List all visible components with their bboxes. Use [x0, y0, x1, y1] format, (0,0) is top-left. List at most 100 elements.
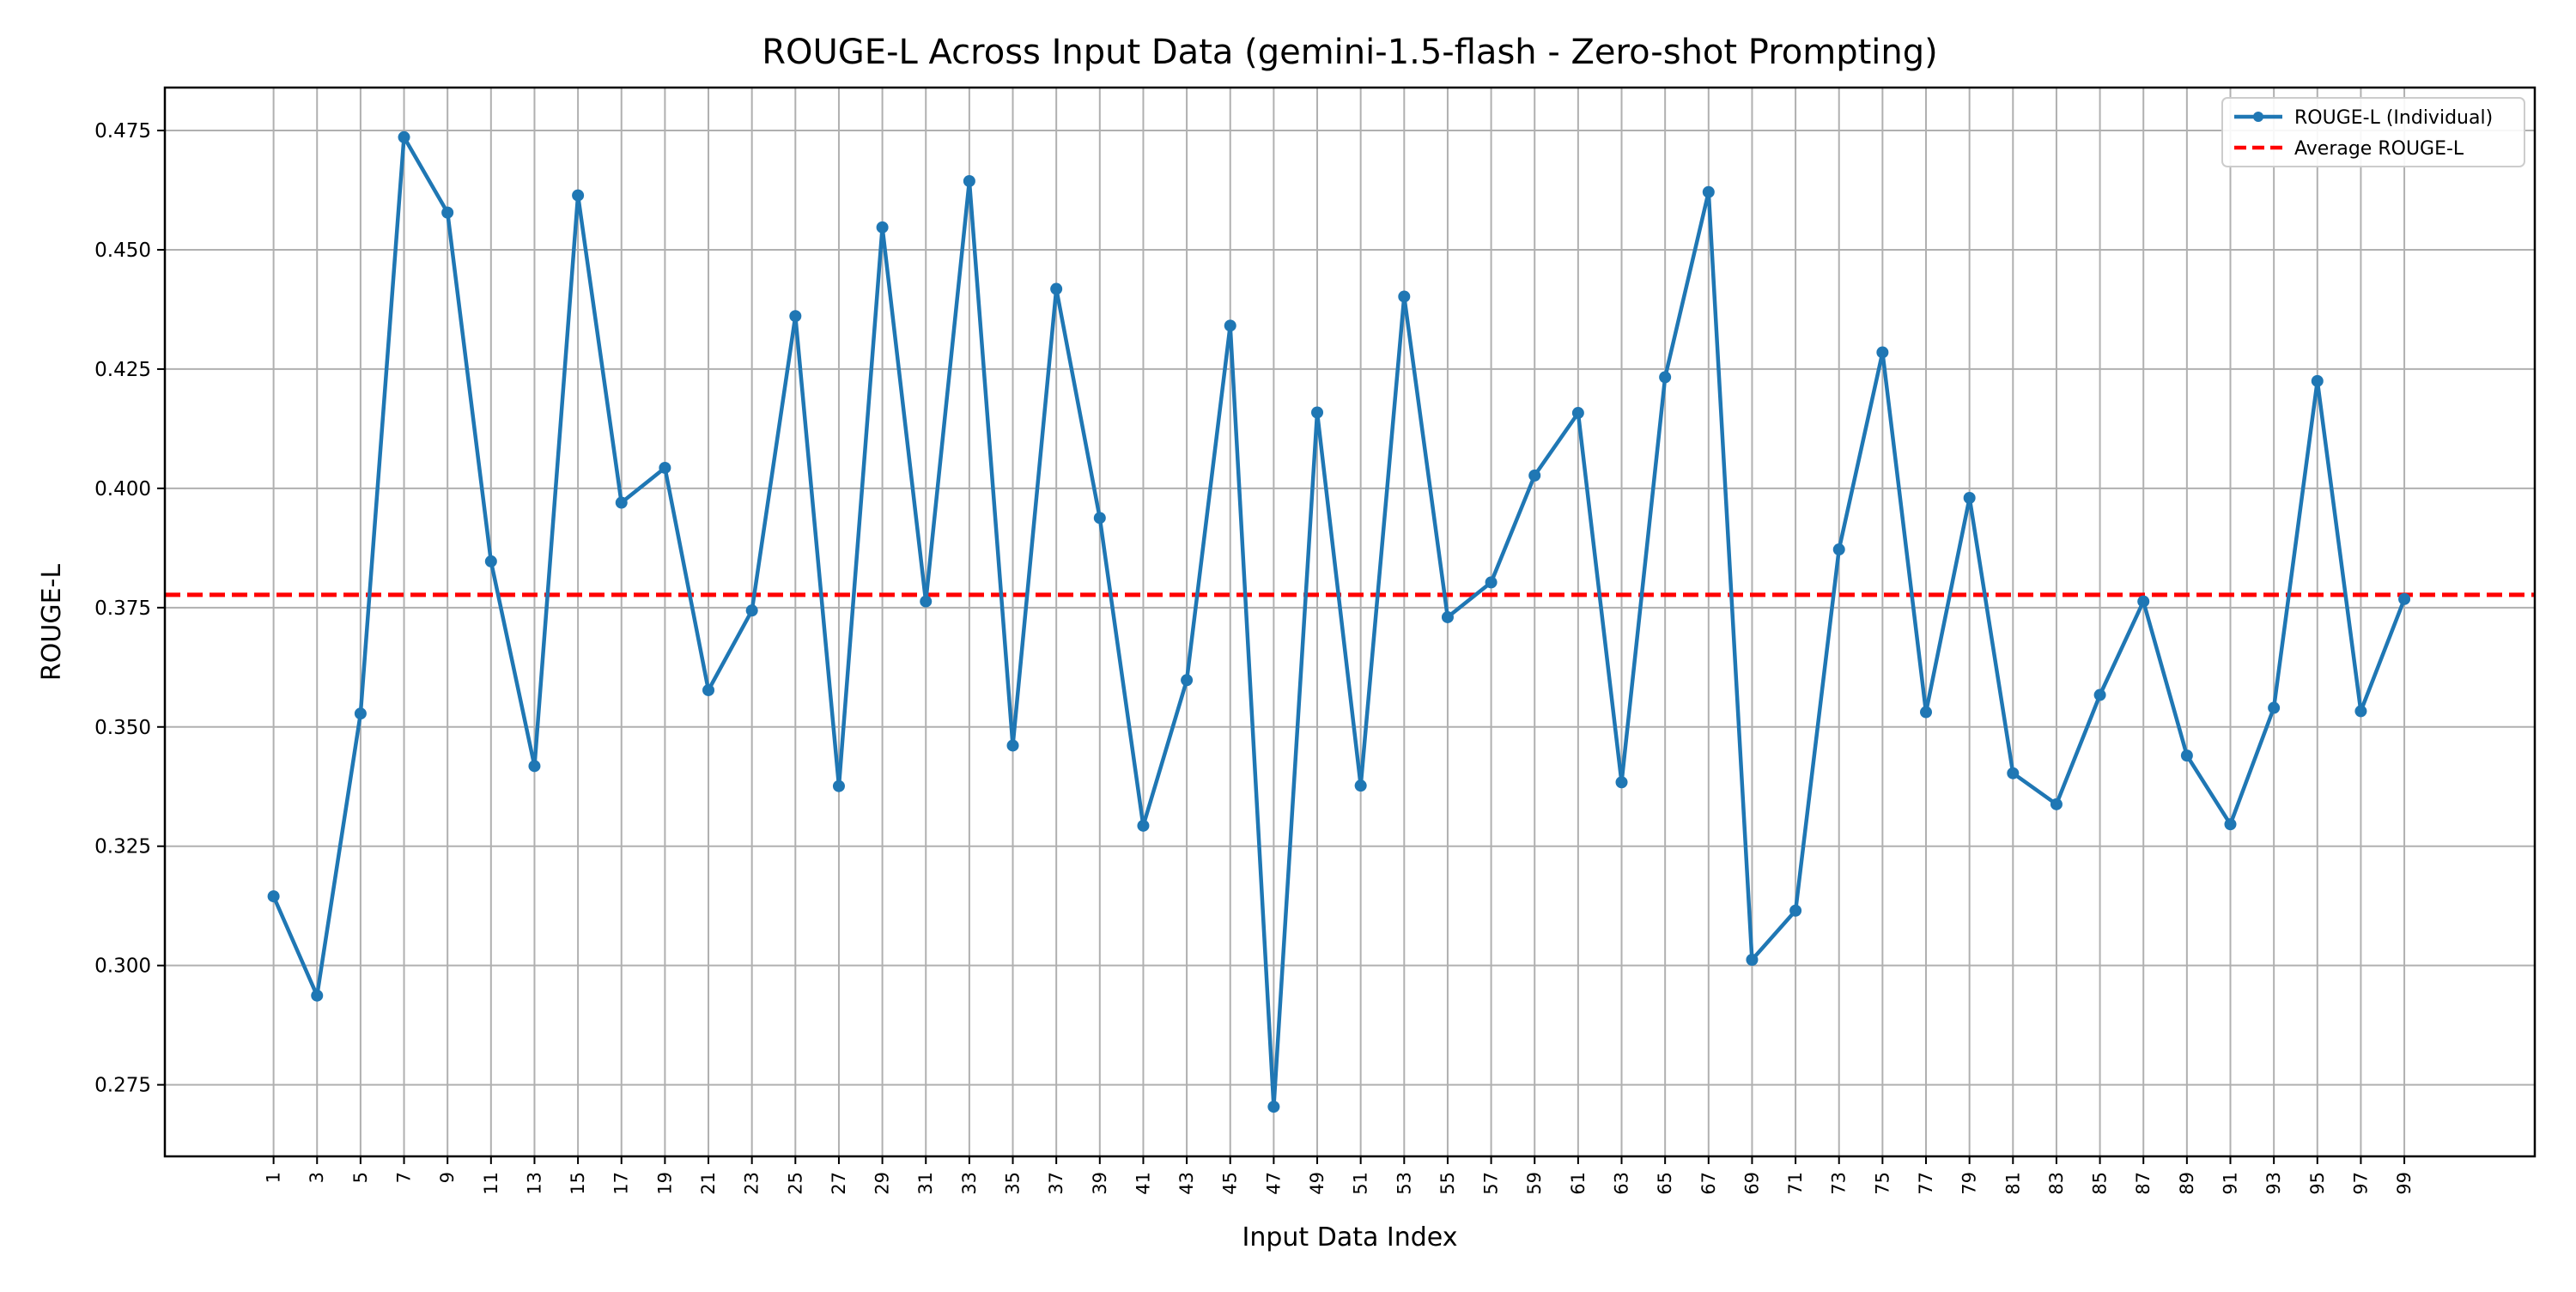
x-tick-label: 13	[524, 1172, 544, 1195]
x-tick-label: 35	[1003, 1172, 1024, 1195]
legend-marker-individual	[2253, 112, 2263, 122]
x-tick-label: 89	[2177, 1172, 2197, 1195]
data-point	[2398, 592, 2411, 605]
y-tick-label: 0.275	[94, 1075, 151, 1097]
x-tick-label: 11	[481, 1172, 501, 1195]
x-tick-label: 61	[1568, 1172, 1589, 1195]
x-tick-label: 19	[654, 1172, 675, 1195]
x-tick-label: 3	[307, 1172, 327, 1183]
data-point	[832, 779, 845, 792]
y-tick-label: 0.375	[94, 597, 151, 620]
x-tick-label: 77	[1916, 1172, 1936, 1195]
data-point	[441, 206, 454, 219]
data-point	[1354, 779, 1367, 792]
y-tick-label: 0.325	[94, 836, 151, 858]
data-point	[1137, 819, 1150, 832]
x-tick-label: 43	[1176, 1172, 1197, 1195]
data-point	[1224, 319, 1236, 332]
x-tick-label: 17	[611, 1172, 632, 1195]
x-tick-label: 27	[829, 1172, 849, 1195]
y-tick-label: 0.350	[94, 717, 151, 739]
data-point	[528, 760, 541, 773]
data-point	[398, 130, 410, 143]
data-point	[2007, 767, 2020, 779]
x-tick-label: 1	[264, 1172, 284, 1183]
data-point	[1963, 491, 1976, 504]
x-tick-label: 73	[1829, 1172, 1850, 1195]
x-tick-label: 15	[568, 1172, 588, 1195]
x-tick-label: 51	[1351, 1172, 1371, 1195]
x-tick-label: 41	[1133, 1172, 1153, 1195]
x-tick-label: 53	[1394, 1172, 1414, 1195]
x-tick-label: 29	[872, 1172, 893, 1195]
x-tick-label: 5	[350, 1172, 371, 1183]
x-tick-label: 47	[1263, 1172, 1284, 1195]
y-tick-label: 0.450	[94, 240, 151, 262]
data-point	[702, 683, 715, 696]
data-point	[1876, 346, 1889, 359]
legend-label-average: Average ROUGE-L	[2294, 138, 2464, 160]
data-point	[963, 174, 975, 187]
y-tick-label: 0.475	[94, 120, 151, 143]
y-tick-label: 0.300	[94, 955, 151, 978]
data-point	[1050, 282, 1063, 295]
data-point	[1398, 290, 1411, 303]
series-lines	[271, 135, 2407, 1109]
x-tick-label: 85	[2090, 1172, 2111, 1195]
data-point	[2311, 374, 2324, 387]
data-point	[2093, 688, 2106, 701]
x-tick-label: 83	[2046, 1172, 2067, 1195]
data-point	[2050, 798, 2063, 810]
x-tick-label: 55	[1437, 1172, 1458, 1195]
legend-label-individual: ROUGE-L (Individual)	[2294, 107, 2493, 129]
data-point	[2224, 818, 2237, 831]
x-tick-label: 99	[2394, 1172, 2415, 1195]
axis-ticks: 1 3 5 7 9 11 13 15 17 19 21 23 25 27 29 31 33 35 37 39 41 43 4…	[94, 120, 2415, 1195]
series-line	[271, 135, 2407, 1109]
x-tick-label: 33	[959, 1172, 980, 1195]
x-tick-label: 37	[1046, 1172, 1066, 1195]
data-point	[789, 310, 802, 323]
data-point	[1920, 706, 1933, 719]
grid-lines	[165, 88, 2535, 1156]
x-tick-label: 21	[698, 1172, 719, 1195]
data-point	[1006, 739, 1019, 752]
data-point	[1267, 1101, 1280, 1113]
x-tick-label: 93	[2263, 1172, 2284, 1195]
x-tick-label: 31	[915, 1172, 936, 1195]
data-point	[267, 890, 280, 903]
x-tick-label: 67	[1698, 1172, 1719, 1195]
data-point	[615, 496, 628, 509]
data-point	[1485, 576, 1498, 589]
x-tick-label: 75	[1872, 1172, 1893, 1195]
data-point	[920, 595, 933, 608]
data-point	[354, 707, 367, 720]
data-markers	[267, 130, 2411, 1113]
x-tick-label: 65	[1655, 1172, 1675, 1195]
x-tick-label: 7	[394, 1172, 415, 1183]
data-point	[2354, 705, 2367, 718]
x-tick-label: 39	[1090, 1172, 1110, 1195]
x-tick-label: 79	[1959, 1172, 1980, 1195]
x-tick-label: 23	[742, 1172, 762, 1195]
data-point	[876, 221, 889, 234]
legend: ROUGE-L (Individual) Average ROUGE-L	[2221, 97, 2525, 167]
x-tick-label: 97	[2350, 1172, 2371, 1195]
data-point	[572, 189, 585, 202]
x-tick-label: 59	[1524, 1172, 1545, 1195]
x-axis-label: Input Data Index	[1242, 1222, 1458, 1253]
x-tick-label: 9	[437, 1172, 458, 1183]
x-tick-label: 25	[785, 1172, 805, 1195]
data-point	[1746, 954, 1759, 967]
data-point	[1093, 512, 1106, 525]
data-point	[745, 604, 758, 617]
plot-frame	[163, 86, 2537, 1158]
data-point	[1659, 371, 1672, 384]
data-point	[1181, 674, 1194, 687]
x-tick-label: 81	[2002, 1172, 2023, 1195]
data-point	[1615, 776, 1628, 789]
data-point	[2137, 595, 2150, 608]
y-tick-label: 0.400	[94, 478, 151, 500]
data-point	[1528, 469, 1541, 482]
